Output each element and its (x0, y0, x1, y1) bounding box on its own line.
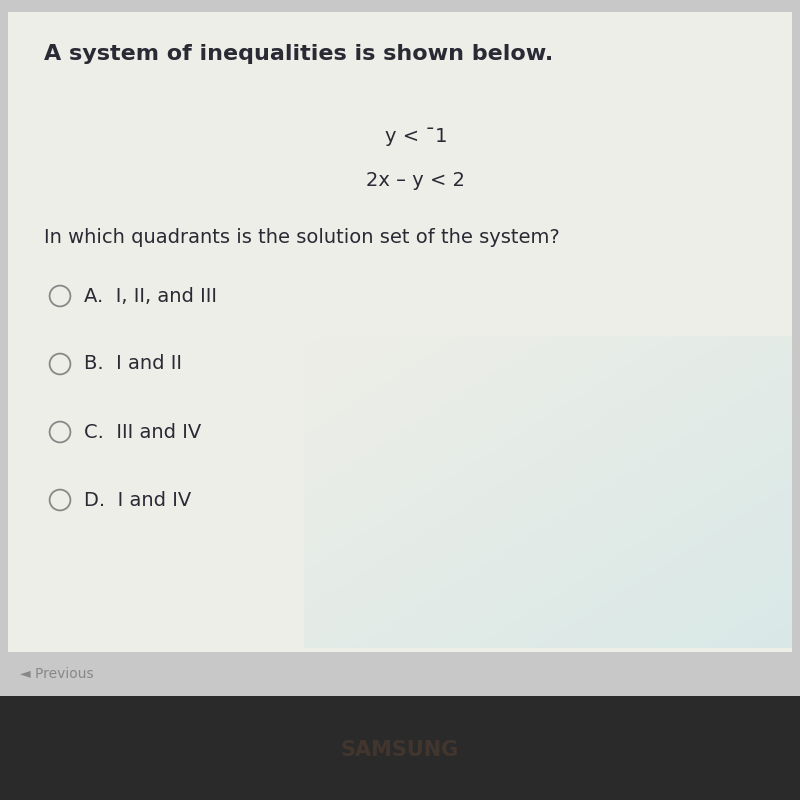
Bar (0, 696, 800, 800)
Text: D.  I and IV: D. I and IV (84, 490, 191, 510)
Text: ◄ Previous: ◄ Previous (20, 666, 94, 681)
Text: A.  I, II, and III: A. I, II, and III (84, 286, 217, 306)
Bar (8, 12, 792, 652)
Text: A system of inequalities is shown below.: A system of inequalities is shown below. (44, 44, 554, 64)
Text: C.  III and IV: C. III and IV (84, 422, 202, 442)
Text: y < ¯1: y < ¯1 (385, 126, 447, 146)
Text: SAMSUNG: SAMSUNG (341, 739, 459, 760)
Text: B.  I and II: B. I and II (84, 354, 182, 374)
Text: In which quadrants is the solution set of the system?: In which quadrants is the solution set o… (44, 228, 560, 247)
Text: 2x – y < 2: 2x – y < 2 (366, 170, 466, 190)
